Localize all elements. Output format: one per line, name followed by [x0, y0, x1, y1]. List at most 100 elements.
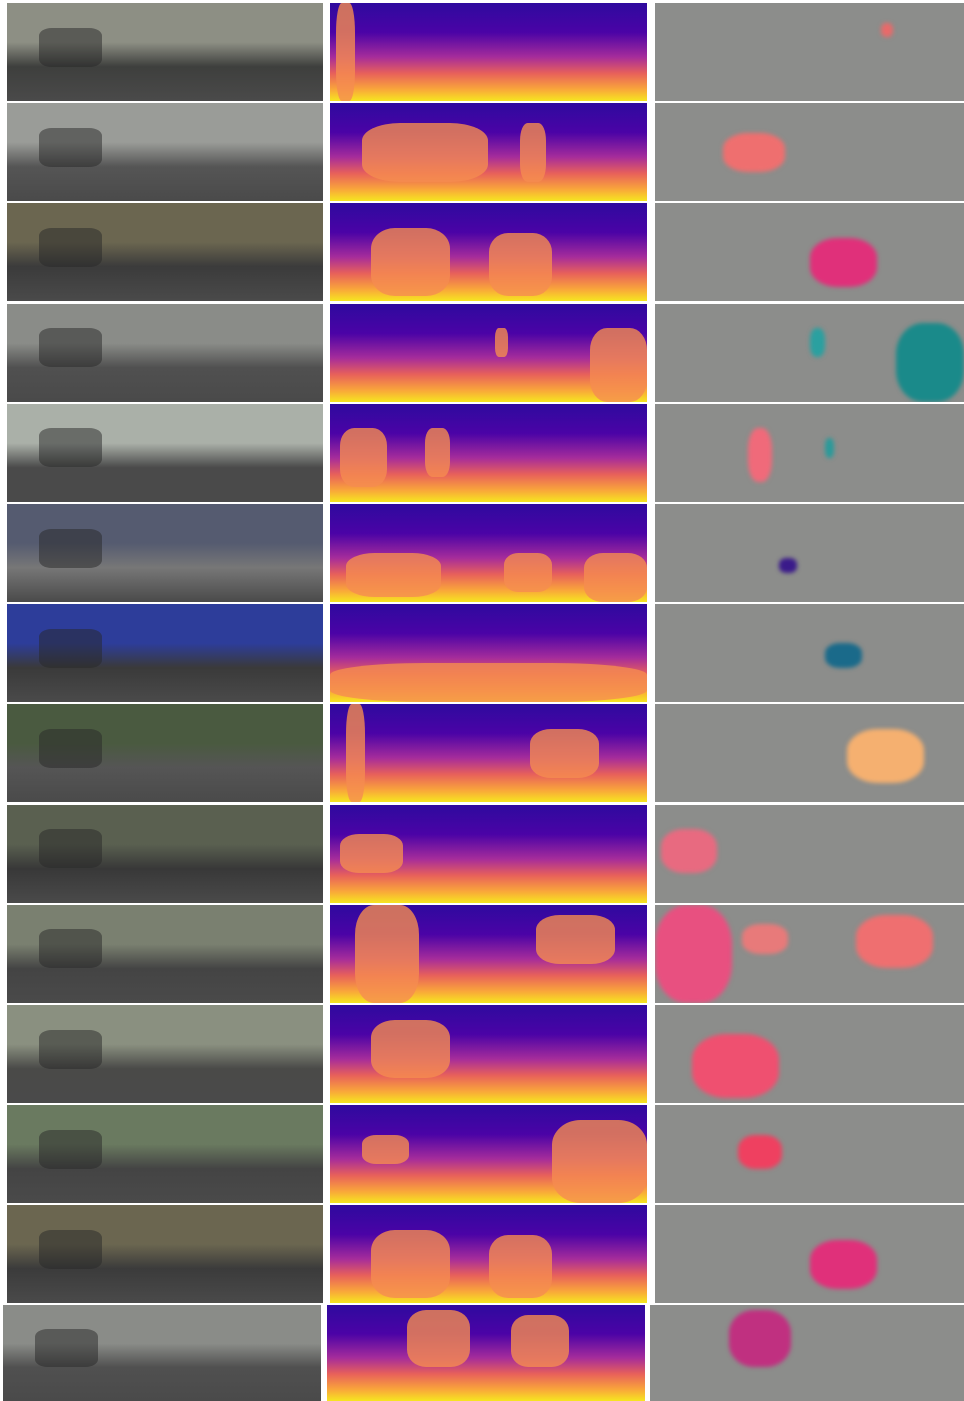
blob — [747, 428, 773, 483]
depth-cell — [327, 1305, 645, 1401]
flow-cell — [655, 704, 964, 803]
flow-cell — [655, 3, 964, 101]
blob — [38, 528, 102, 568]
depth-cell — [330, 904, 647, 1003]
photo-cell — [7, 303, 323, 402]
blob — [583, 553, 647, 602]
flow-cell — [655, 904, 964, 1003]
blob — [38, 27, 102, 67]
blob — [824, 438, 835, 458]
depth-cell — [330, 203, 647, 302]
blob — [38, 428, 102, 468]
flow-cell — [655, 103, 964, 202]
blob — [371, 1229, 451, 1299]
blob — [345, 553, 441, 598]
blob — [371, 1019, 451, 1079]
blob — [529, 728, 600, 778]
blob — [38, 829, 102, 869]
blob — [809, 237, 878, 287]
photo-cell — [7, 103, 323, 202]
blob — [511, 1314, 569, 1368]
flow-cell — [655, 1205, 964, 1304]
photo-cell — [7, 704, 323, 803]
photo-cell — [7, 904, 323, 1003]
blob — [741, 924, 788, 954]
depth-cell — [330, 1105, 647, 1204]
blob — [778, 557, 798, 573]
blob — [361, 1134, 410, 1164]
blob — [339, 428, 388, 488]
blob — [728, 1309, 792, 1368]
blob — [425, 428, 451, 478]
depth-cell — [330, 103, 647, 202]
blob — [809, 1239, 878, 1289]
blob — [655, 904, 733, 1003]
flow-cell — [655, 1005, 964, 1103]
blob — [38, 728, 102, 769]
depth-cell — [330, 804, 647, 903]
blob — [488, 1234, 552, 1299]
blob — [536, 914, 616, 964]
flow-cell — [650, 1305, 964, 1401]
blob — [38, 1029, 102, 1069]
blob — [38, 1129, 102, 1169]
photo-cell — [7, 1205, 323, 1304]
blob — [846, 728, 924, 783]
photo-cell — [7, 604, 323, 703]
blob — [355, 904, 419, 1003]
photo-cell — [3, 1305, 321, 1401]
blob — [371, 227, 451, 297]
flow-cell — [655, 604, 964, 703]
blob — [38, 227, 102, 268]
blob — [38, 628, 102, 668]
depth-cell — [330, 1205, 647, 1304]
blob — [589, 328, 647, 402]
blob — [855, 914, 934, 969]
flow-cell — [655, 804, 964, 903]
blob — [551, 1119, 647, 1204]
blob — [880, 22, 893, 38]
blob — [34, 1329, 99, 1368]
blob — [738, 1134, 782, 1169]
depth-cell — [330, 3, 647, 101]
depth-cell — [330, 1005, 647, 1103]
photo-cell — [7, 3, 323, 101]
photo-cell — [7, 1105, 323, 1204]
blob — [661, 829, 717, 874]
blob — [361, 122, 489, 182]
photo-cell — [7, 403, 323, 502]
blob — [330, 662, 647, 703]
blob — [345, 704, 365, 803]
depth-cell — [330, 504, 647, 602]
blob — [38, 929, 102, 969]
blob — [692, 1034, 779, 1099]
blob — [896, 323, 964, 402]
blob — [504, 553, 552, 593]
flow-cell — [655, 1105, 964, 1204]
photo-cell — [7, 203, 323, 302]
blob — [336, 3, 356, 101]
blob — [494, 328, 508, 358]
photo-cell — [7, 804, 323, 903]
photo-cell — [7, 1005, 323, 1103]
depth-cell — [330, 704, 647, 803]
blob — [38, 1229, 102, 1270]
blob — [339, 833, 403, 874]
flow-cell — [655, 504, 964, 602]
depth-cell — [330, 604, 647, 703]
flow-cell — [655, 403, 964, 502]
blob — [488, 232, 552, 297]
blob — [722, 132, 785, 172]
blob — [520, 122, 546, 182]
depth-cell — [330, 303, 647, 402]
flow-cell — [655, 203, 964, 302]
depth-cell — [330, 403, 647, 502]
blob — [406, 1309, 471, 1368]
blob — [809, 328, 825, 358]
blob — [38, 328, 102, 368]
flow-cell — [655, 303, 964, 402]
blob — [824, 643, 863, 668]
photo-cell — [7, 504, 323, 602]
blob — [38, 127, 102, 167]
